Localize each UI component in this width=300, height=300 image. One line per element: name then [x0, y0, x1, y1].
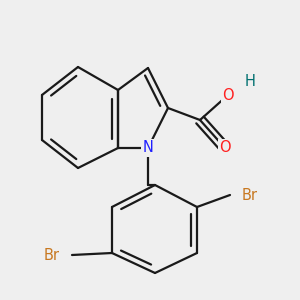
Text: H: H: [244, 74, 255, 89]
Text: O: O: [222, 88, 234, 103]
Text: O: O: [219, 140, 231, 155]
Text: Br: Br: [242, 188, 258, 202]
Text: N: N: [142, 140, 153, 155]
Text: Br: Br: [44, 248, 60, 262]
